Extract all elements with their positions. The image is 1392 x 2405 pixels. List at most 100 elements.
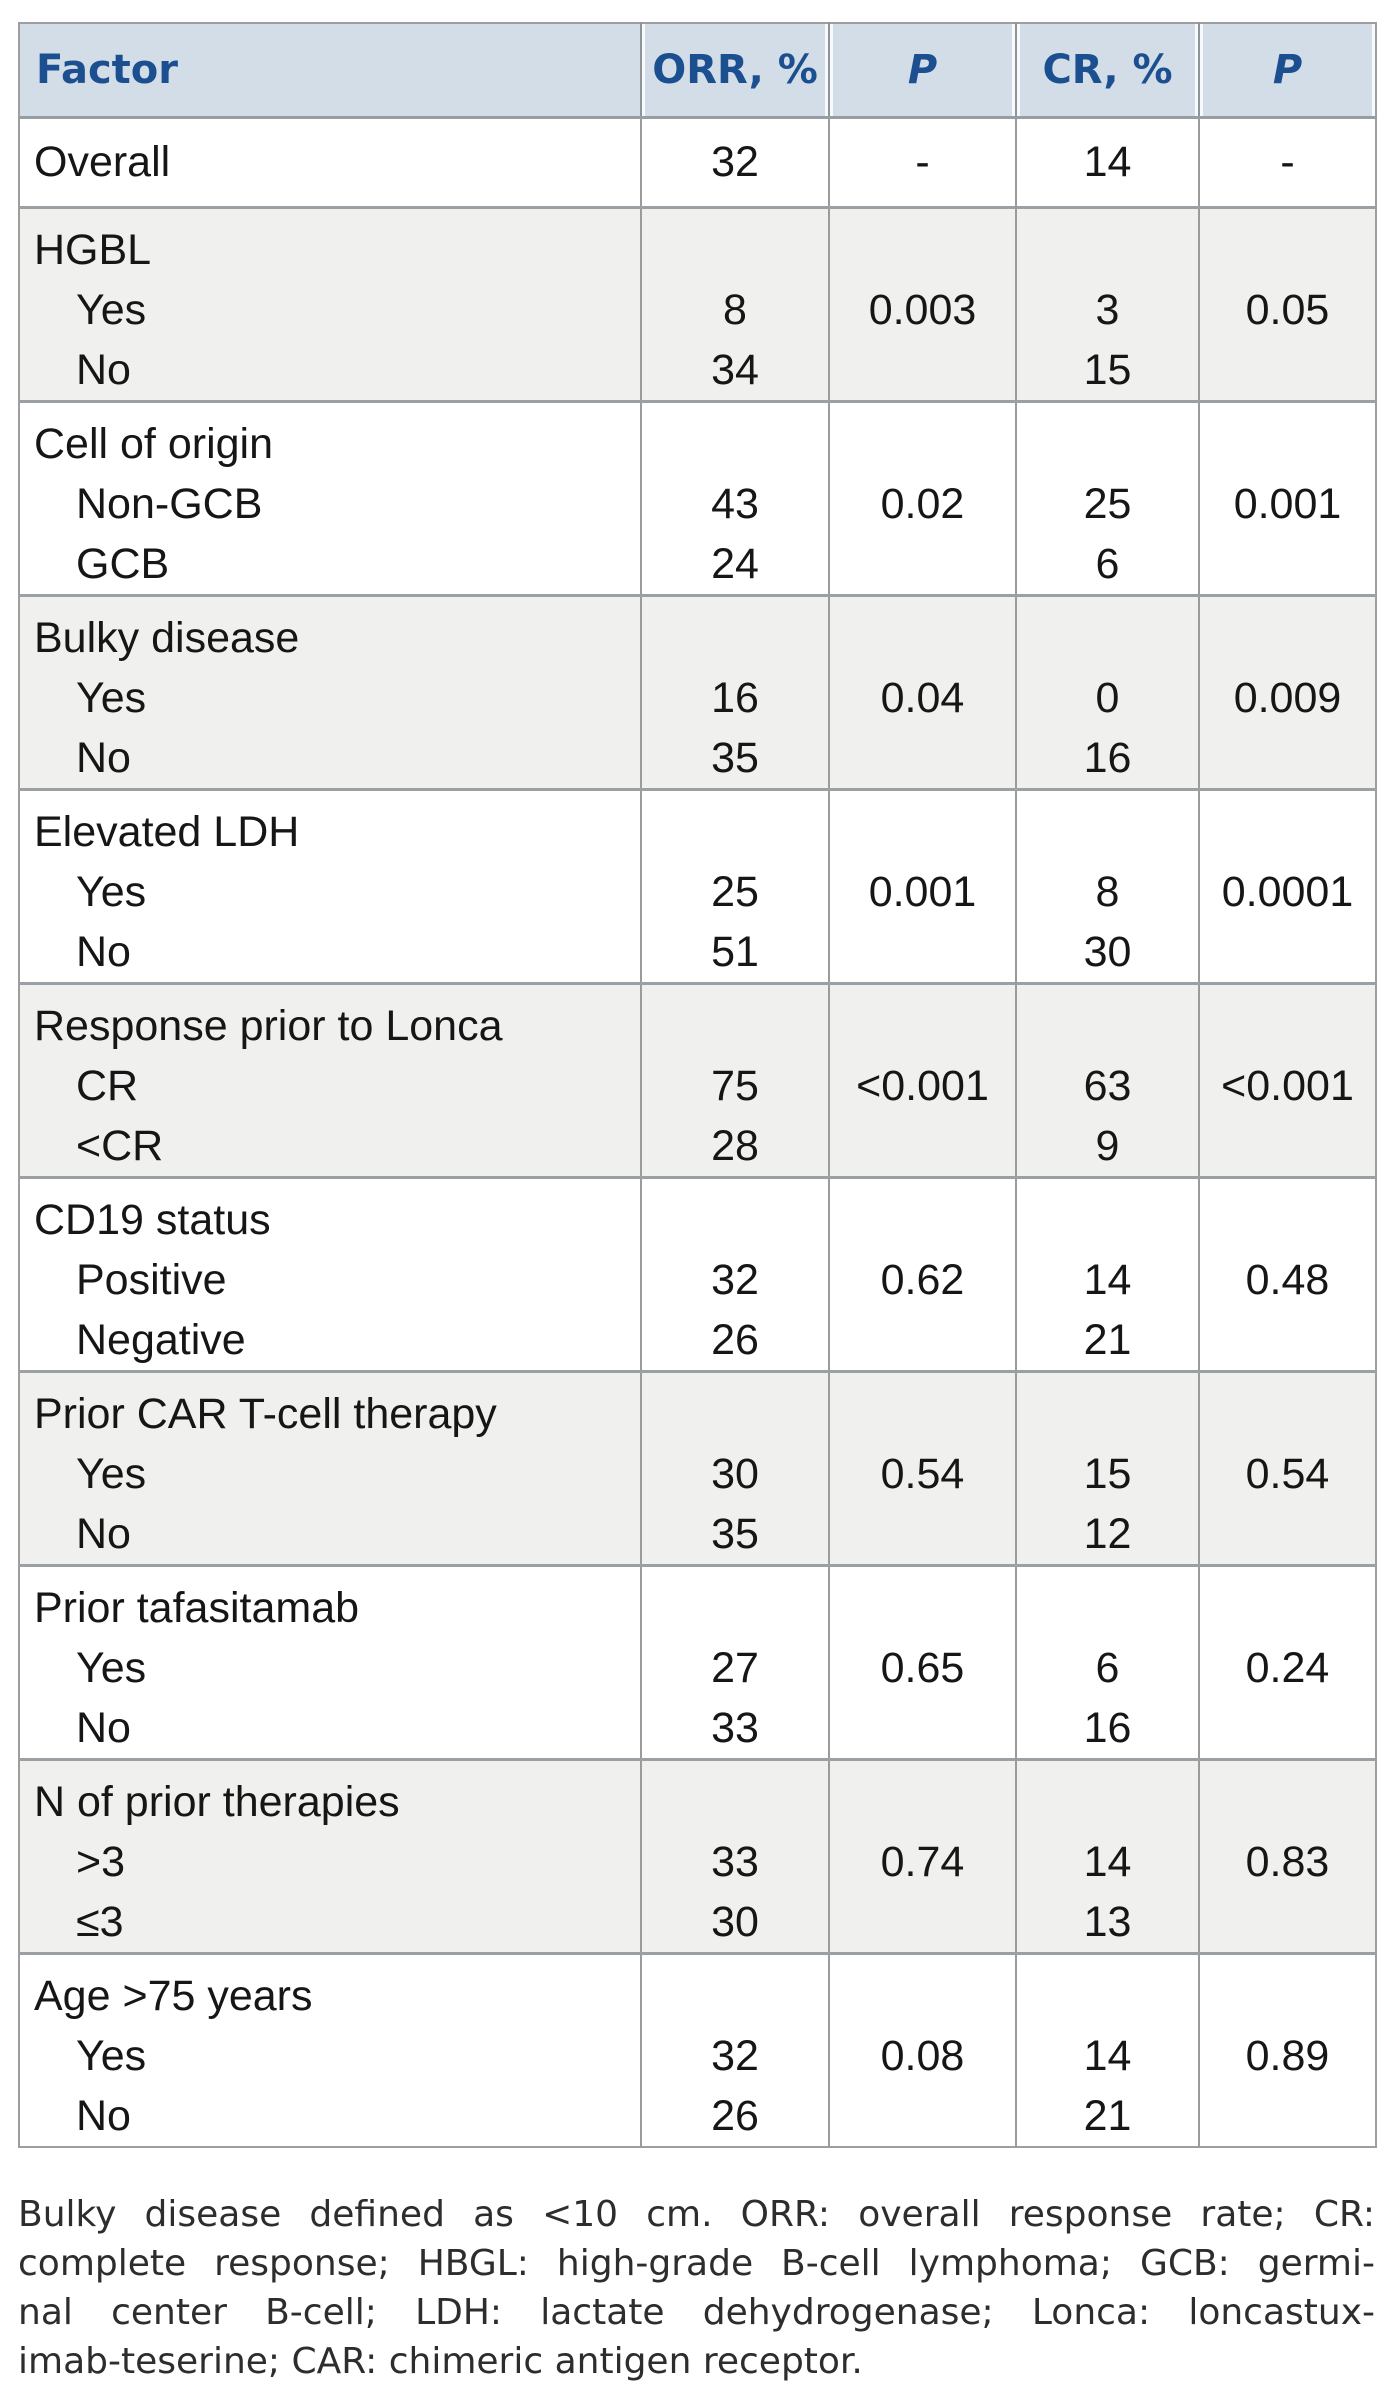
cell-value: 28 <box>711 1122 759 1170</box>
p-value-cell: 0.54 <box>1198 1371 1376 1566</box>
cell-value: 0.003 <box>868 286 977 334</box>
cell-value: 30 <box>1083 928 1132 976</box>
cell-value <box>1200 2086 1375 2146</box>
cell-value: 14 <box>1083 1838 1132 1886</box>
footnote-line: imab-teserine; CAR: chimeric antigen rec… <box>18 2341 863 2382</box>
p-value-cell: 0.83 <box>1198 1759 1376 1954</box>
cell-value: 33 <box>711 1838 759 1886</box>
cell-value: 0.54 <box>1245 1450 1330 1498</box>
cell-value <box>1017 1966 1198 2026</box>
cell-value <box>1017 1578 1198 1638</box>
p-value-cell: 0.89 <box>1198 1953 1376 2147</box>
results-table: Factor ORR, % P CR, % P Overall 32 - 14 - HGB… <box>18 22 1377 2148</box>
p-value-cell: 0.24 <box>1198 1565 1376 1760</box>
page: Factor ORR, % P CR, % P Overall 32 - 14 - HGB… <box>18 22 1377 2386</box>
cell-value: 32 <box>711 2032 759 2080</box>
cr-cell: 14 13 <box>1015 1759 1199 1954</box>
cell-value: 12 <box>1083 1510 1132 1558</box>
cell-value <box>642 220 828 280</box>
cr-cell: 3 15 <box>1015 207 1199 402</box>
cell-value <box>1200 1698 1375 1758</box>
orr-cell: 8 34 <box>640 207 829 402</box>
header-orr: ORR, % <box>640 23 829 118</box>
factor-sublabel: Yes <box>76 286 147 334</box>
table-row: Age >75 years Yes No 32 26 0.08 14 21 0.89 <box>19 1953 1376 2148</box>
header-p-orr: P <box>828 23 1016 118</box>
cell-value <box>1017 1772 1198 1832</box>
cell-value <box>1200 1578 1375 1638</box>
cell-value: 16 <box>711 674 759 722</box>
cell-value: 43 <box>711 480 759 528</box>
cell-value <box>830 1698 1015 1758</box>
cell-value <box>1017 414 1198 474</box>
table-row: Elevated LDH Yes No 25 51 0.001 8 30 0.0001 <box>19 789 1376 984</box>
cell-value <box>830 1892 1015 1952</box>
p-value-cell: <0.001 <box>828 983 1016 1178</box>
factor-label: Elevated LDH <box>34 808 300 856</box>
cell-value: 0.001 <box>1233 480 1342 528</box>
p-value-cell: 0.0001 <box>1198 789 1376 984</box>
factor-label: N of prior therapies <box>34 1778 400 1826</box>
cell-value: 75 <box>711 1062 759 1110</box>
p-value-cell: 0.009 <box>1198 595 1376 790</box>
cell-value: 0.48 <box>1245 1256 1330 1304</box>
orr-cell: 32 26 <box>640 1953 829 2147</box>
p-value-cell: 0.003 <box>828 207 1016 402</box>
cell-value <box>830 922 1015 982</box>
p-value-cell: - <box>828 117 1016 208</box>
p-value-cell: 0.001 <box>828 789 1016 984</box>
factor-label: Prior CAR T-cell therapy <box>34 1390 497 1438</box>
factor-sublabel: CR <box>76 1062 139 1110</box>
orr-cell: 25 51 <box>640 789 829 984</box>
cell-value: 0.009 <box>1233 674 1342 722</box>
orr-cell: 30 35 <box>640 1371 829 1566</box>
factor-label: Response prior to Lonca <box>34 1002 503 1050</box>
cell-value <box>642 414 828 474</box>
cell-value <box>642 802 828 862</box>
cr-cell: 0 16 <box>1015 595 1199 790</box>
orr-cell: 43 24 <box>640 401 829 596</box>
cell-value: 0.83 <box>1245 1838 1330 1886</box>
cell-value: 63 <box>1083 1062 1132 1110</box>
cr-cell: 14 21 <box>1015 1953 1199 2147</box>
factor-cell: Prior CAR T-cell therapy Yes No <box>19 1372 641 1566</box>
cell-value: 0.08 <box>880 2032 965 2080</box>
cell-value <box>1200 1892 1375 1952</box>
factor-cell: N of prior therapies >3 ≤3 <box>19 1760 641 1954</box>
cell-value <box>1200 728 1375 788</box>
p-value-cell: 0.65 <box>828 1565 1016 1760</box>
cell-value: 0.89 <box>1245 2032 1330 2080</box>
cell-value: 6 <box>1095 1644 1120 1692</box>
footnote: Bulky disease defined as <10 cm. ORR: ov… <box>18 2190 1375 2386</box>
factor-sublabel: No <box>76 928 131 976</box>
p-value-cell: 0.04 <box>828 595 1016 790</box>
table-row: Overall 32 - 14 - <box>19 117 1376 208</box>
cell-value: 32 <box>711 138 759 186</box>
factor-cell: Age >75 years Yes No <box>19 1954 641 2148</box>
factor-cell: Overall <box>19 118 641 208</box>
cell-value <box>642 1384 828 1444</box>
factor-cell: Bulky disease Yes No <box>19 596 641 790</box>
cell-value <box>1200 1504 1375 1564</box>
cell-value: 0.04 <box>880 674 965 722</box>
cr-cell: 25 6 <box>1015 401 1199 596</box>
factor-sublabel: >3 <box>76 1838 126 1886</box>
cell-value: 8 <box>723 286 747 334</box>
cell-value: 13 <box>1083 1898 1132 1946</box>
cr-cell: 8 30 <box>1015 789 1199 984</box>
cell-value <box>1200 1310 1375 1370</box>
cell-value <box>830 2086 1015 2146</box>
cr-cell: 14 21 <box>1015 1177 1199 1372</box>
factor-label: HGBL <box>34 226 152 274</box>
cell-value: 35 <box>711 734 759 782</box>
cell-value: 6 <box>1095 540 1120 588</box>
table-header-row: Factor ORR, % P CR, % P <box>19 23 1376 118</box>
cell-value: 35 <box>711 1510 759 1558</box>
cell-value <box>1017 1190 1198 1250</box>
cell-value: 51 <box>711 928 759 976</box>
factor-sublabel: <CR <box>76 1122 164 1170</box>
table-body: Overall 32-14- HGBL Yes No 8 34 0.003 3 15 0.0… <box>19 117 1376 2148</box>
factor-sublabel: ≤3 <box>76 1898 124 1946</box>
cell-value <box>1017 802 1198 862</box>
cell-value: 0.65 <box>880 1644 965 1692</box>
